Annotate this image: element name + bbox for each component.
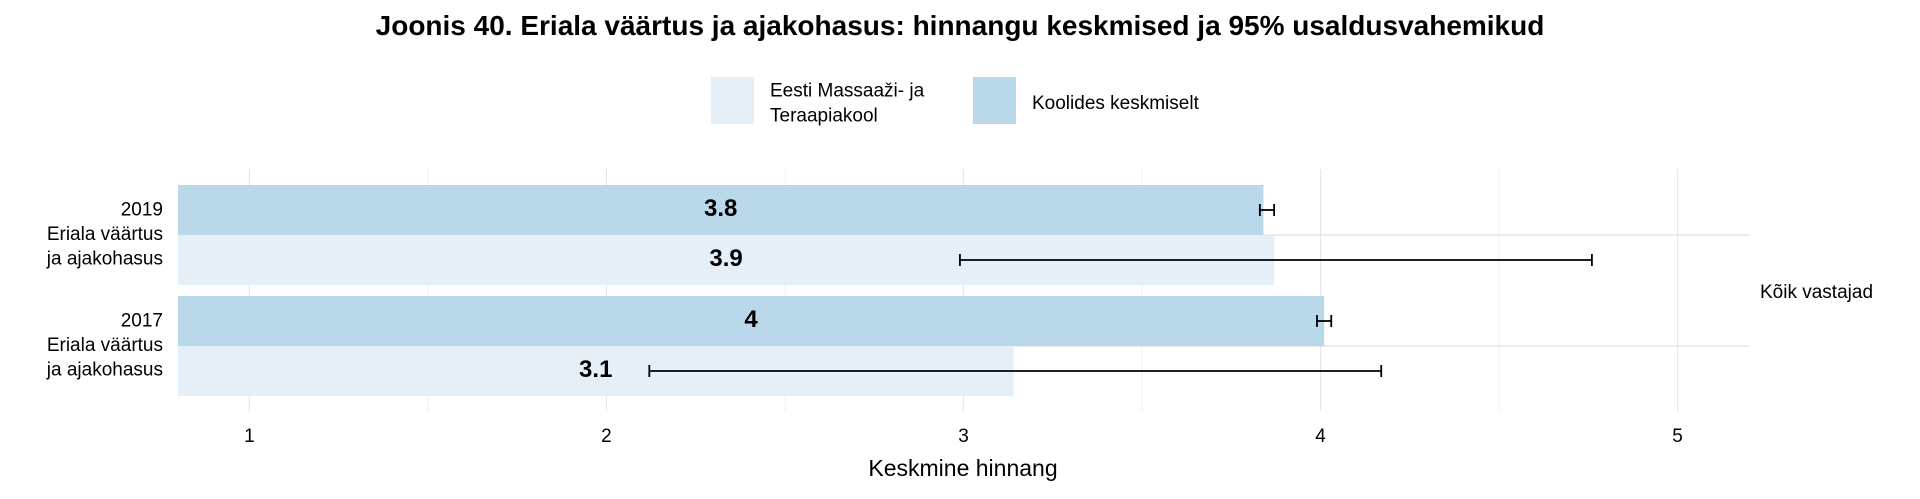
value-label: 3.1	[579, 356, 612, 383]
x-tick-label: 2	[601, 426, 612, 447]
legend-label: Eesti Massaaži- ja Teraapiakool	[770, 81, 925, 127]
error-bar	[1316, 315, 1333, 327]
y-tick-label: 2017 Eriala väärtus ja ajakohasus	[46, 310, 163, 380]
x-tick-label: 1	[244, 426, 255, 447]
legend-label: Koolides keskmiselt	[1032, 93, 1200, 114]
value-label: 4	[744, 306, 758, 333]
x-tick-label: 5	[1672, 426, 1683, 447]
chart-title: Joonis 40. Eriala väärtus ja ajakohasus:…	[376, 10, 1545, 41]
bar	[178, 185, 1264, 235]
value-label: 3.8	[704, 195, 737, 222]
value-label: 3.9	[709, 245, 742, 272]
x-tick-label: 3	[958, 426, 969, 447]
x-axis-title: Keskmine hinnang	[868, 455, 1057, 481]
facet-label: Kõik vastajad	[1760, 282, 1873, 303]
y-tick-label: 2019 Eriala väärtus ja ajakohasus	[46, 199, 163, 269]
legend-swatch	[711, 77, 754, 124]
bar	[178, 296, 1325, 346]
error-bar	[648, 365, 1383, 377]
x-tick-label: 4	[1315, 426, 1326, 447]
error-bar	[959, 254, 1593, 266]
legend-swatch	[973, 77, 1016, 124]
error-bar	[1258, 204, 1276, 216]
